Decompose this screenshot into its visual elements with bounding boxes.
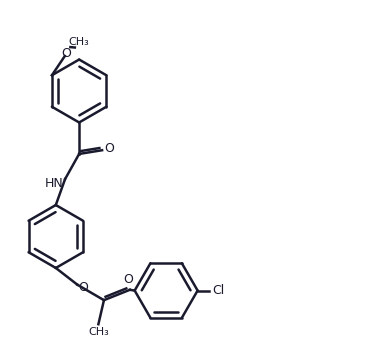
Text: O: O [79,281,88,294]
Text: HN: HN [45,177,63,190]
Text: O: O [104,142,114,155]
Text: CH₃: CH₃ [88,328,109,337]
Text: O: O [61,47,71,60]
Text: CH₃: CH₃ [68,37,89,47]
Text: Cl: Cl [212,284,224,297]
Text: O: O [123,273,133,286]
